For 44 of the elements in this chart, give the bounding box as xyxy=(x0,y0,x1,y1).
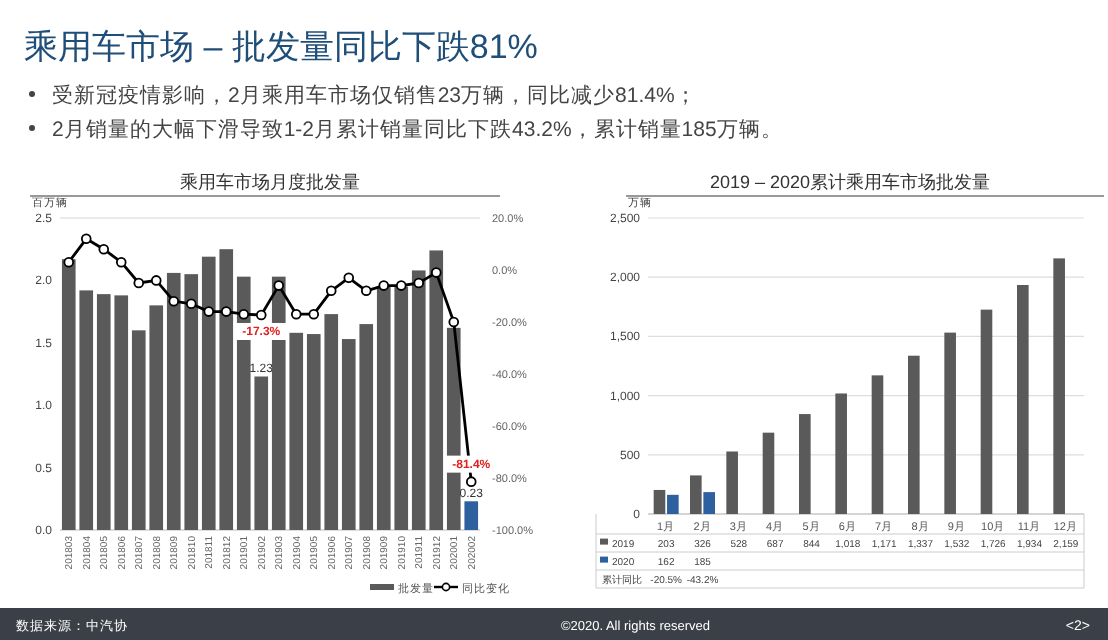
bar xyxy=(835,393,847,514)
point xyxy=(98,243,110,255)
point xyxy=(203,306,215,317)
point xyxy=(273,280,285,291)
bar xyxy=(799,414,811,514)
point xyxy=(448,316,460,328)
bar xyxy=(871,375,884,514)
point xyxy=(325,285,337,297)
chart-title: 乘用车市场月度批发量 xyxy=(180,172,360,192)
point xyxy=(185,298,197,310)
point xyxy=(255,309,267,321)
text: 乘用车市场 – 批发量同比下跌81% xyxy=(24,28,538,66)
point xyxy=(465,476,477,487)
point xyxy=(343,272,355,284)
bar xyxy=(667,494,679,514)
point xyxy=(80,233,92,245)
point xyxy=(290,308,302,320)
point xyxy=(430,267,442,278)
text: 2月销量的大幅下滑导致1-2月累计销量同比下跌43.2%，累计销量185万辆。 xyxy=(52,116,783,142)
text: 受新冠疫情影响，2月乘用车市场仅销售23万辆，同比减少81.4%； xyxy=(52,82,697,108)
chart-title: 2019 – 2020累计乘用车市场批发量 xyxy=(709,172,991,192)
bar xyxy=(908,355,920,514)
point xyxy=(378,280,390,291)
bar xyxy=(762,432,775,514)
bar xyxy=(726,451,738,514)
point xyxy=(395,280,407,291)
bar xyxy=(653,489,666,514)
bar xyxy=(980,309,993,514)
bar xyxy=(1053,258,1065,514)
point xyxy=(220,306,232,317)
point xyxy=(413,277,425,289)
bar xyxy=(1017,285,1029,514)
point xyxy=(115,256,127,268)
point xyxy=(308,308,320,320)
point xyxy=(133,277,145,289)
bar xyxy=(690,475,702,514)
bar xyxy=(703,492,715,514)
point xyxy=(63,256,75,268)
point xyxy=(168,295,180,307)
bar xyxy=(944,332,956,514)
point xyxy=(150,275,162,286)
point xyxy=(360,285,372,297)
bar xyxy=(464,501,479,530)
point xyxy=(238,308,250,320)
